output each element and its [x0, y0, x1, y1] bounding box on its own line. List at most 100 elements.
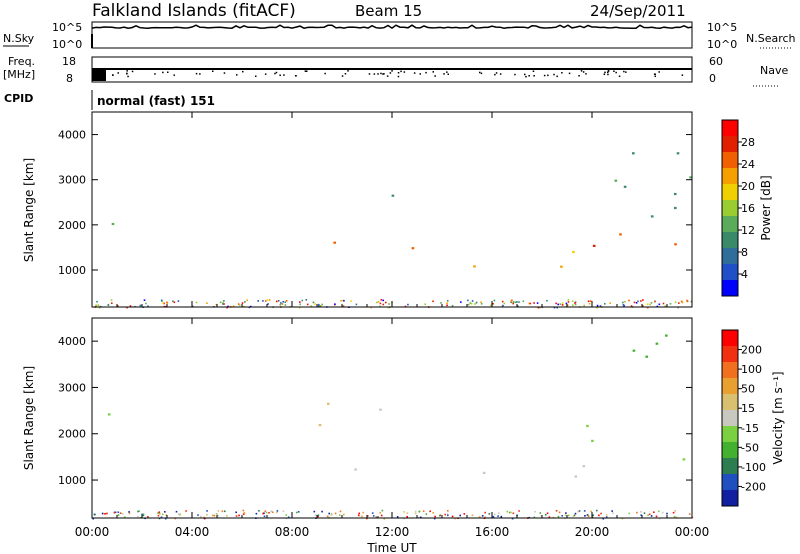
power-cell	[355, 303, 358, 306]
velocity-cell	[500, 515, 503, 518]
power-cell	[555, 302, 557, 305]
velocity-cell	[510, 511, 512, 514]
power-cell	[559, 303, 562, 305]
power-cell	[619, 233, 622, 236]
velocity-cell	[586, 424, 589, 428]
power-cell	[143, 299, 146, 301]
velocity-cell	[354, 468, 357, 471]
power-cell	[471, 300, 474, 302]
velocity-cell	[226, 515, 228, 517]
nave-tick-0: 0	[709, 72, 716, 85]
power-cell	[268, 299, 271, 301]
velocity-cell	[546, 512, 549, 515]
power-cell	[583, 304, 585, 307]
power-cell	[622, 304, 625, 306]
velocity-colorbar-swatch	[722, 426, 738, 443]
y-tick-label: 3000	[58, 174, 86, 187]
velocity-y-axis-label: Slant Range [km]	[22, 366, 36, 470]
power-cell	[139, 304, 142, 307]
velocity-cell	[406, 515, 408, 518]
nave-tick-60: 60	[709, 55, 723, 68]
velocity-cell	[447, 510, 449, 512]
y-tick-label: 4000	[58, 129, 86, 142]
velocity-cell	[383, 518, 386, 520]
velocity-cell	[263, 515, 266, 518]
velocity-cell	[160, 516, 163, 519]
velocity-cell	[488, 513, 491, 515]
velocity-cell	[268, 512, 270, 514]
x-tick-label: 12:00	[375, 525, 410, 539]
velocity-cell	[122, 513, 124, 515]
velocity-cell	[459, 514, 461, 517]
velocity-cell	[572, 515, 575, 517]
velocity-cell	[113, 511, 116, 514]
velocity-cell	[94, 513, 96, 516]
velocity-cell	[403, 511, 405, 513]
power-cell	[97, 304, 100, 307]
velocity-cell	[379, 512, 381, 514]
power-cell	[446, 304, 448, 307]
power-cell	[674, 206, 677, 210]
velocity-cell	[242, 509, 245, 512]
power-cell	[262, 300, 264, 302]
velocity-cell	[484, 511, 486, 514]
power-colorbar-swatch	[722, 120, 738, 137]
velocity-cell	[142, 513, 145, 515]
power-cell	[604, 303, 606, 305]
velocity-cell	[114, 511, 117, 514]
power-cell	[574, 302, 576, 304]
power-cell	[510, 301, 512, 303]
velocity-cell	[492, 515, 495, 518]
velocity-heatmap	[92, 334, 694, 520]
velocity-cell	[645, 355, 648, 358]
power-cell	[674, 301, 677, 304]
velocity-colorbar-tick: -200	[741, 480, 766, 493]
power-colorbar-swatch	[722, 248, 738, 265]
velocity-cell	[379, 408, 382, 411]
power-colorbar-swatch	[722, 200, 738, 217]
velocity-cell	[598, 514, 600, 517]
power-cell	[470, 303, 473, 305]
power-cell	[384, 301, 387, 304]
power-cell	[380, 299, 383, 301]
velocity-cell	[414, 512, 417, 515]
velocity-cell	[561, 515, 563, 517]
velocity-cell	[314, 514, 317, 516]
power-cell	[321, 303, 323, 306]
power-cell	[305, 299, 308, 301]
velocity-cell	[478, 516, 481, 518]
velocity-cell	[330, 514, 333, 516]
velocity-cell	[653, 511, 655, 513]
velocity-cell	[164, 511, 166, 513]
velocity-cell	[648, 513, 651, 516]
noise-tick-bottom-left: 10^0	[52, 38, 82, 51]
velocity-cell	[297, 511, 300, 513]
nsky-label: N.Sky	[3, 32, 35, 45]
velocity-cell	[258, 510, 260, 512]
power-cell	[391, 194, 395, 197]
power-colorbar-tick: 8	[741, 246, 748, 259]
velocity-cell	[578, 510, 581, 512]
power-cell	[546, 299, 548, 302]
power-cell	[628, 299, 630, 302]
freq-unit: [MHz]	[3, 68, 35, 81]
velocity-cell	[107, 413, 111, 416]
power-cell	[480, 303, 483, 305]
power-cell	[244, 301, 246, 303]
power-cell	[529, 302, 532, 305]
velocity-cell	[643, 512, 646, 514]
x-tick-label: 04:00	[175, 525, 210, 539]
velocity-cell	[326, 515, 329, 518]
power-colorbar-swatch	[722, 168, 738, 185]
velocity-cell	[128, 511, 130, 513]
velocity-cell	[592, 514, 594, 516]
velocity-cell	[179, 514, 181, 516]
power-cell	[284, 304, 287, 306]
freq-gap-block	[92, 69, 106, 81]
velocity-cell	[221, 510, 224, 513]
noise-panel: N.Sky 10^5 10^0 10^5 10^0 N.Search	[3, 21, 796, 51]
velocity-cell	[358, 512, 360, 515]
power-cell	[490, 304, 492, 307]
power-cell	[219, 301, 222, 304]
power-cell	[222, 301, 224, 304]
